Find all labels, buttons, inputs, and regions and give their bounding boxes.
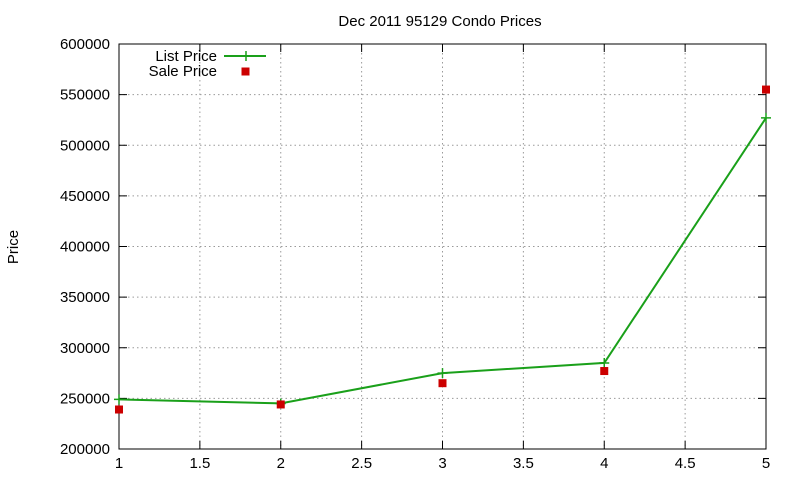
- x-axis-ticks: 1 1.5 2 2.5 3 3.5 4 4.5 5: [115, 44, 770, 472]
- list-price-point: [114, 394, 124, 405]
- x-tick-label: 4.5: [675, 455, 696, 472]
- sale-price-point: [276, 400, 285, 409]
- list-price-point: [761, 112, 771, 123]
- grid-lines: [119, 44, 766, 449]
- legend-item-list-price: List Price: [155, 48, 266, 65]
- chart-title: Dec 2011 95129 Condo Prices: [338, 13, 541, 30]
- y-axis-ticks: 200000 250000 300000 350000 400000 450000 5000…: [60, 36, 766, 458]
- y-axis-label: Price: [5, 230, 22, 264]
- x-tick-label: 3: [438, 455, 446, 472]
- y-tick-label: 200000: [60, 441, 110, 458]
- legend: List Price Sale Price: [149, 48, 266, 80]
- x-tick-label: 1.5: [189, 455, 210, 472]
- y-tick-label: 600000: [60, 36, 110, 53]
- sale-price-point: [600, 367, 609, 376]
- sale-price-point: [438, 379, 447, 388]
- y-tick-label: 300000: [60, 340, 110, 357]
- x-tick-label: 1: [115, 455, 123, 472]
- series-layer: [114, 85, 771, 414]
- x-tick-label: 4: [600, 455, 608, 472]
- legend-label-sale-price: Sale Price: [149, 63, 217, 80]
- sale-price-point: [115, 405, 123, 414]
- sale-price-point: [762, 85, 770, 94]
- list-price-point: [599, 357, 610, 368]
- legend-marker-list-price: [241, 51, 251, 61]
- y-tick-label: 250000: [60, 390, 110, 407]
- legend-item-sale-price: Sale Price: [149, 63, 250, 80]
- y-tick-label: 550000: [60, 87, 110, 104]
- x-tick-label: 5: [762, 455, 770, 472]
- legend-label-list-price: List Price: [155, 48, 217, 65]
- y-tick-label: 400000: [60, 239, 110, 256]
- y-tick-label: 500000: [60, 137, 110, 154]
- x-tick-label: 2.5: [351, 455, 372, 472]
- x-tick-label: 2: [277, 455, 285, 472]
- y-tick-label: 450000: [60, 188, 110, 205]
- legend-marker-sale-price: [241, 67, 250, 76]
- x-tick-label: 3.5: [513, 455, 534, 472]
- y-tick-label: 350000: [60, 289, 110, 306]
- list-price-point: [437, 368, 448, 379]
